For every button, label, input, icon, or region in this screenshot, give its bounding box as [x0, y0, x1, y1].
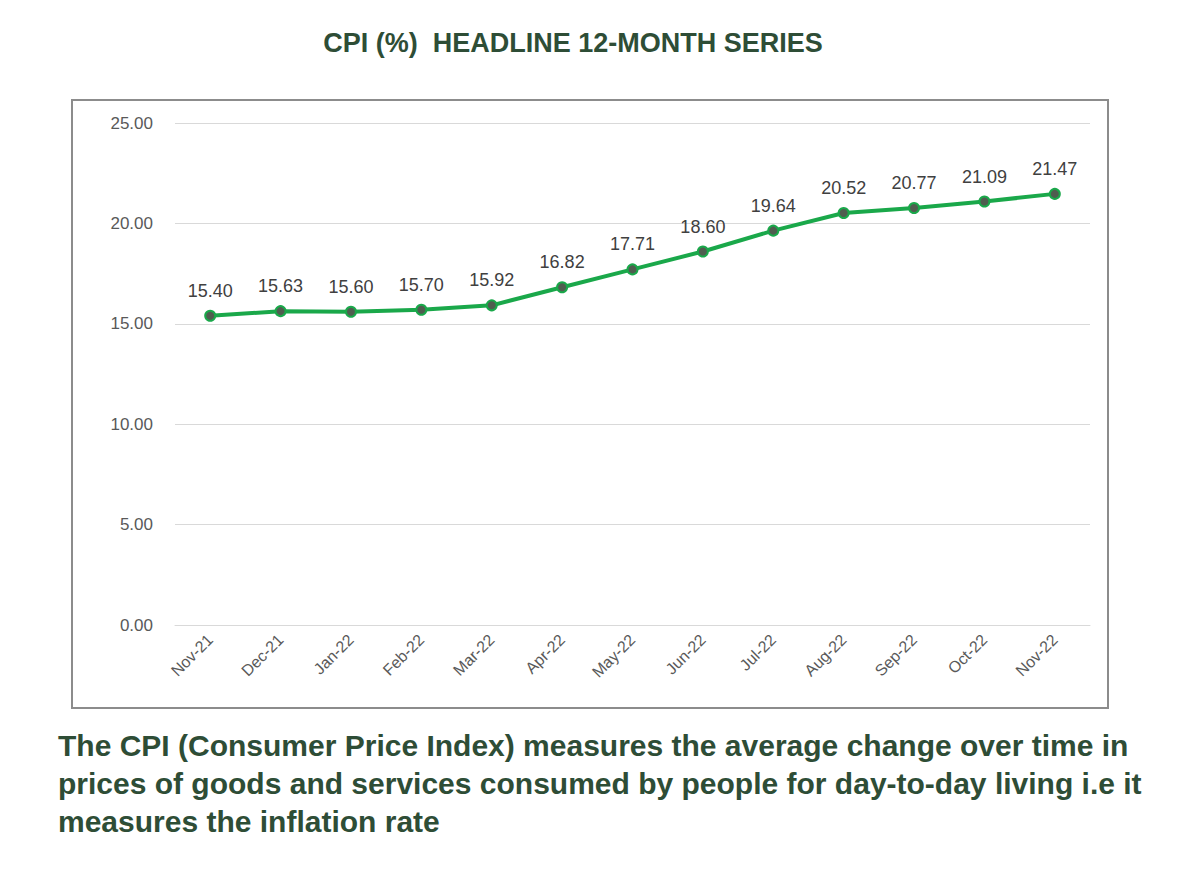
- svg-text:Sep-22: Sep-22: [872, 631, 921, 680]
- svg-text:Apr-22: Apr-22: [522, 631, 568, 677]
- svg-text:15.70: 15.70: [399, 275, 444, 295]
- svg-text:Jan-22: Jan-22: [310, 631, 357, 678]
- svg-text:20.77: 20.77: [892, 173, 937, 193]
- svg-text:Aug-22: Aug-22: [801, 631, 850, 680]
- svg-text:0.00: 0.00: [120, 616, 153, 635]
- svg-text:15.63: 15.63: [258, 276, 303, 296]
- svg-text:Jun-22: Jun-22: [662, 631, 709, 678]
- svg-text:19.64: 19.64: [751, 196, 796, 216]
- svg-text:measures the inflation rate: measures the inflation rate: [58, 805, 440, 838]
- svg-text:15.60: 15.60: [328, 277, 373, 297]
- svg-text:21.09: 21.09: [962, 167, 1007, 187]
- svg-text:25.00: 25.00: [110, 114, 153, 133]
- svg-text:15.00: 15.00: [110, 314, 153, 333]
- svg-text:Mar-22: Mar-22: [450, 631, 498, 679]
- svg-text:Feb-22: Feb-22: [380, 631, 428, 679]
- svg-text:10.00: 10.00: [110, 415, 153, 434]
- svg-text:Dec-21: Dec-21: [238, 631, 287, 680]
- svg-text:The CPI (Consumer Price Index): The CPI (Consumer Price Index) measures …: [58, 729, 1137, 762]
- svg-text:Jul-22: Jul-22: [736, 631, 779, 674]
- svg-text:16.82: 16.82: [540, 252, 585, 272]
- svg-text:Nov-22: Nov-22: [1012, 631, 1061, 680]
- svg-text:15.92: 15.92: [469, 270, 514, 290]
- svg-text:20.00: 20.00: [110, 214, 153, 233]
- svg-text:17.71: 17.71: [610, 234, 655, 254]
- svg-text:20.52: 20.52: [821, 178, 866, 198]
- svg-text:Nov-21: Nov-21: [168, 631, 217, 680]
- svg-text:Oct-22: Oct-22: [944, 631, 990, 677]
- svg-text:5.00: 5.00: [120, 515, 153, 534]
- svg-text:prices of goods and services c: prices of goods and services consumed by…: [58, 767, 1150, 800]
- svg-text:May-22: May-22: [589, 631, 639, 681]
- svg-text:21.47: 21.47: [1032, 159, 1077, 179]
- svg-text:15.40: 15.40: [188, 281, 233, 301]
- svg-text:18.60: 18.60: [680, 217, 725, 237]
- svg-text:CPI (%) HEADLINE 12-MONTH SER: CPI (%) HEADLINE 12-MONTH SERIES: [323, 28, 823, 58]
